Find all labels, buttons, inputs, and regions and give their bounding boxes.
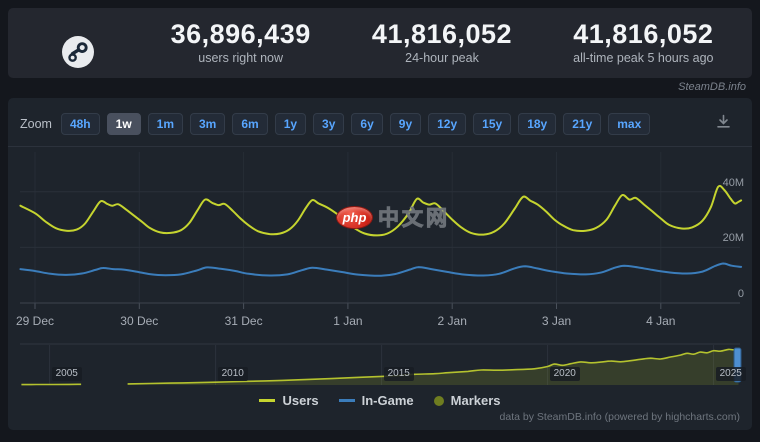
toolbar-divider [8, 146, 752, 147]
range-21y[interactable]: 21y [563, 113, 602, 135]
zoom-toolbar: Zoom 48h 1w 1m 3m 6m 1y 3y 6y 9y 12y 15y 18y 21y max [20, 112, 740, 136]
range-6m[interactable]: 6m [232, 113, 268, 135]
stat-label: 24-hour peak [405, 51, 479, 65]
x-axis-label: 1 Jan [333, 314, 363, 328]
zoom-label: Zoom [20, 117, 52, 131]
navigator-year-label: 2005 [51, 367, 82, 381]
x-axis-label: 2 Jan [437, 314, 467, 328]
stat-label: all-time peak 5 hours ago [573, 51, 714, 65]
stat-value: 41,816,052 [371, 19, 513, 49]
php-cn-watermark: php 中文网 [336, 202, 450, 232]
navigator-year-label: 2015 [383, 367, 414, 381]
x-axis-label: 3 Jan [541, 314, 572, 328]
y-axis-label: 0 [737, 288, 744, 300]
range-1m[interactable]: 1m [147, 113, 183, 135]
navigator-year-label: 2025 [715, 367, 746, 381]
legend-line-swatch [338, 399, 355, 402]
x-axis-label: 29 Dec [15, 314, 55, 328]
watermark-text: 中文网 [378, 207, 450, 231]
download-icon[interactable] [715, 113, 732, 135]
range-1w[interactable]: 1w [106, 113, 141, 135]
x-axis-label: 30 Dec [120, 314, 159, 328]
range-15y[interactable]: 15y [473, 113, 512, 135]
stat-label: users right now [198, 51, 284, 65]
steam-logo-icon[interactable] [62, 36, 94, 68]
legend-label: In-Game [361, 393, 414, 408]
chart-legend: Users In-Game Markers [8, 393, 752, 408]
legend-line-swatch [259, 399, 276, 402]
stat-block: 41,816,052 all-time peak 5 hours ago [543, 18, 744, 65]
chart-panel: Zoom 48h 1w 1m 3m 6m 1y 3y 6y 9y 12y 15y 18y 21y max … [8, 98, 752, 430]
stat-value: 41,816,052 [573, 19, 714, 49]
legend-label: Users [282, 393, 319, 408]
stat-value: 36,896,439 [170, 19, 311, 49]
range-3m[interactable]: 3m [190, 113, 226, 135]
header-stats: 36,896,439 users right now 41,816,052 24-ho… [140, 18, 744, 65]
x-axis-label: 4 Jan [646, 314, 676, 328]
range-1y[interactable]: 1y [274, 113, 307, 135]
steamdb-site-tag: SteamDB.info [678, 81, 746, 93]
x-axis-label: 31 Dec [224, 314, 263, 328]
navigator-year-label: 2010 [217, 367, 248, 381]
legend-item-users[interactable]: Users [259, 393, 319, 408]
range-12y[interactable]: 12y [428, 113, 467, 135]
y-axis-label: 20M [722, 232, 744, 245]
stat-block: 36,896,439 users right now [140, 18, 341, 65]
navigator-year-label: 2020 [549, 367, 580, 381]
legend-item-in-game[interactable]: In-Game [338, 393, 414, 408]
range-18y[interactable]: 18y [518, 113, 557, 135]
chart-credit: data by SteamDB.info (powered by highcha… [499, 411, 740, 423]
y-axis-label: 40M [722, 176, 744, 189]
range-buttons: 48h 1w 1m 3m 6m 1y 3y 6y 9y 12y 15y 18y 21y max [60, 113, 657, 135]
stats-header: 36,896,439 users right now 41,816,052 24-ho… [8, 8, 752, 78]
range-3y[interactable]: 3y [313, 113, 345, 135]
range-max[interactable]: max [608, 113, 651, 135]
range-6y[interactable]: 6y [351, 113, 383, 135]
legend-circle-swatch [433, 395, 444, 406]
legend-item-markers[interactable]: Markers [433, 393, 501, 408]
range-9y[interactable]: 9y [389, 113, 422, 135]
stat-block: 41,816,052 24-hour peak [341, 18, 542, 65]
php-logo-icon: php [336, 205, 373, 229]
legend-label: Markers [450, 393, 501, 408]
range-48h[interactable]: 48h [60, 113, 100, 135]
